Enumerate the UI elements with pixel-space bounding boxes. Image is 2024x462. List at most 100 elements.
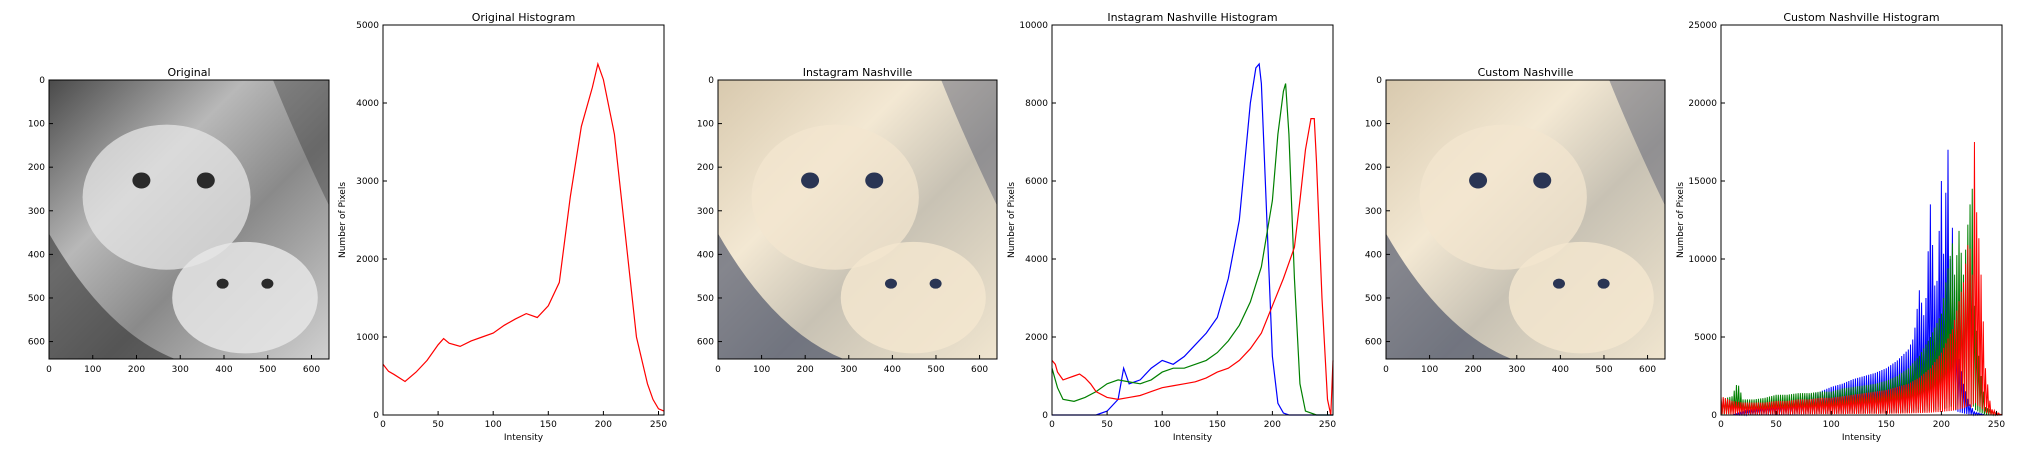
x-tick-label: 0 [715, 365, 721, 375]
chart-title: Instagram Nashville Histogram [1107, 11, 1277, 24]
series-line-red [1051, 117, 1334, 416]
x-tick-label: 100 [485, 420, 502, 430]
y-tick-label: 0 [1711, 411, 1717, 421]
y-tick-label: 500 [1365, 294, 1382, 304]
shadow-shape [273, 80, 329, 206]
y-tick-label: 200 [1365, 163, 1382, 173]
image-panel-4: Custom Nashville 0 100 200 300 400 500 600 0 100 2… [1365, 66, 1666, 375]
x-tick-label: 300 [840, 365, 857, 375]
x-tick-label: 150 [1878, 420, 1895, 430]
y-tick-label: 15000 [1688, 177, 1717, 187]
eye-shape [1552, 278, 1565, 289]
shadow-shape [718, 233, 844, 359]
x-tick-label: 0 [1718, 420, 1724, 430]
y-tick-label: 1000 [356, 333, 379, 343]
cat-head-shape [1419, 124, 1587, 270]
y-tick-label: 200 [697, 163, 714, 173]
x-tick-label: 600 [303, 365, 320, 375]
y-tick-label: 300 [28, 207, 45, 217]
y-tick-label: 4000 [1025, 255, 1048, 265]
eye-shape [865, 172, 884, 189]
x-tick-label: 400 [884, 365, 901, 375]
eye-shape [132, 172, 151, 189]
y-tick-label: 600 [1365, 338, 1382, 348]
x-tick-label: 50 [1770, 420, 1782, 430]
x-tick-label: 150 [1209, 420, 1226, 430]
axes-frame [48, 79, 330, 360]
eye-shape [196, 172, 215, 189]
x-tick-label: 200 [1933, 420, 1950, 430]
x-tick-label: 200 [595, 420, 612, 430]
x-tick-label: 50 [432, 420, 444, 430]
y-tick-label: 5000 [356, 21, 379, 31]
x-axis-label: Intensity [504, 433, 544, 443]
image-panel-0: Original 0 100 200 300 400 500 600 0 100 200 300 400… [28, 66, 330, 375]
x-tick-label: 400 [215, 365, 232, 375]
shadow-shape [941, 80, 997, 206]
eye-shape [1533, 172, 1552, 189]
x-axis-label: Intensity [1842, 433, 1882, 443]
y-tick-label: 0 [39, 76, 45, 86]
histogram-panel-1: Instagram Nashville Histogram Intensity Nu… [1007, 11, 1336, 443]
eye-shape [929, 278, 942, 289]
x-tick-label: 100 [1421, 365, 1438, 375]
x-tick-label: 300 [1508, 365, 1525, 375]
x-tick-label: 200 [797, 365, 814, 375]
y-axis-label: Number of Pixels [1007, 182, 1017, 258]
image-title: Original [167, 66, 210, 79]
x-tick-label: 300 [172, 365, 189, 375]
x-tick-label: 50 [1101, 420, 1113, 430]
x-tick-label: 600 [971, 365, 988, 375]
y-tick-label: 100 [1365, 120, 1382, 130]
y-tick-label: 400 [28, 250, 45, 260]
x-tick-label: 600 [1639, 365, 1656, 375]
series-line-blue [1052, 62, 1333, 416]
y-tick-label: 4000 [356, 99, 379, 109]
cat-head-shape [82, 124, 251, 270]
x-tick-label: 0 [46, 365, 52, 375]
eye-shape [216, 278, 229, 289]
y-axis-label: Number of Pixels [1676, 182, 1686, 258]
y-tick-label: 200 [28, 163, 45, 173]
kitten-head-shape [840, 241, 986, 354]
histogram-panel-0: Original Histogram Intensity Number of Pix… [338, 11, 667, 443]
y-tick-label: 2000 [356, 255, 379, 265]
axes-frame [1385, 79, 1666, 360]
y-tick-label: 600 [697, 338, 714, 348]
eye-shape [884, 278, 897, 289]
axes-frame [1720, 24, 2003, 416]
y-tick-label: 500 [28, 294, 45, 304]
shadow-shape [49, 233, 175, 359]
y-tick-label: 300 [1365, 207, 1382, 217]
y-tick-label: 0 [373, 411, 379, 421]
x-tick-label: 200 [1465, 365, 1482, 375]
x-tick-label: 400 [1552, 365, 1569, 375]
y-tick-label: 0 [1042, 411, 1048, 421]
x-tick-label: 0 [1049, 420, 1055, 430]
y-tick-label: 5000 [1694, 333, 1717, 343]
y-tick-label: 600 [28, 338, 45, 348]
image-panel-2: Instagram Nashville 0 100 200 300 400 500 600 0 1… [697, 66, 998, 375]
image-title: Custom Nashville [1478, 66, 1574, 79]
x-tick-label: 250 [650, 420, 667, 430]
y-tick-label: 0 [708, 76, 714, 86]
shadow-shape [1386, 233, 1512, 359]
y-tick-label: 400 [1365, 250, 1382, 260]
y-tick-label: 100 [28, 120, 45, 130]
y-tick-label: 500 [697, 294, 714, 304]
series-line-red [382, 61, 665, 412]
x-tick-label: 100 [84, 365, 101, 375]
y-tick-label: 25000 [1688, 21, 1717, 31]
eye-shape [261, 278, 274, 289]
chart-title: Original Histogram [472, 11, 576, 24]
axes-frame [1051, 24, 1334, 416]
eye-shape [1469, 172, 1488, 189]
y-tick-label: 10000 [1688, 255, 1717, 265]
histogram-panel-2: Custom Nashville Histogram Intensity Numbe… [1676, 11, 2005, 443]
y-tick-label: 8000 [1025, 99, 1048, 109]
x-tick-label: 0 [380, 420, 386, 430]
chart-title: Custom Nashville Histogram [1783, 11, 1939, 24]
x-tick-label: 0 [1383, 365, 1389, 375]
cat-head-shape [751, 124, 919, 270]
